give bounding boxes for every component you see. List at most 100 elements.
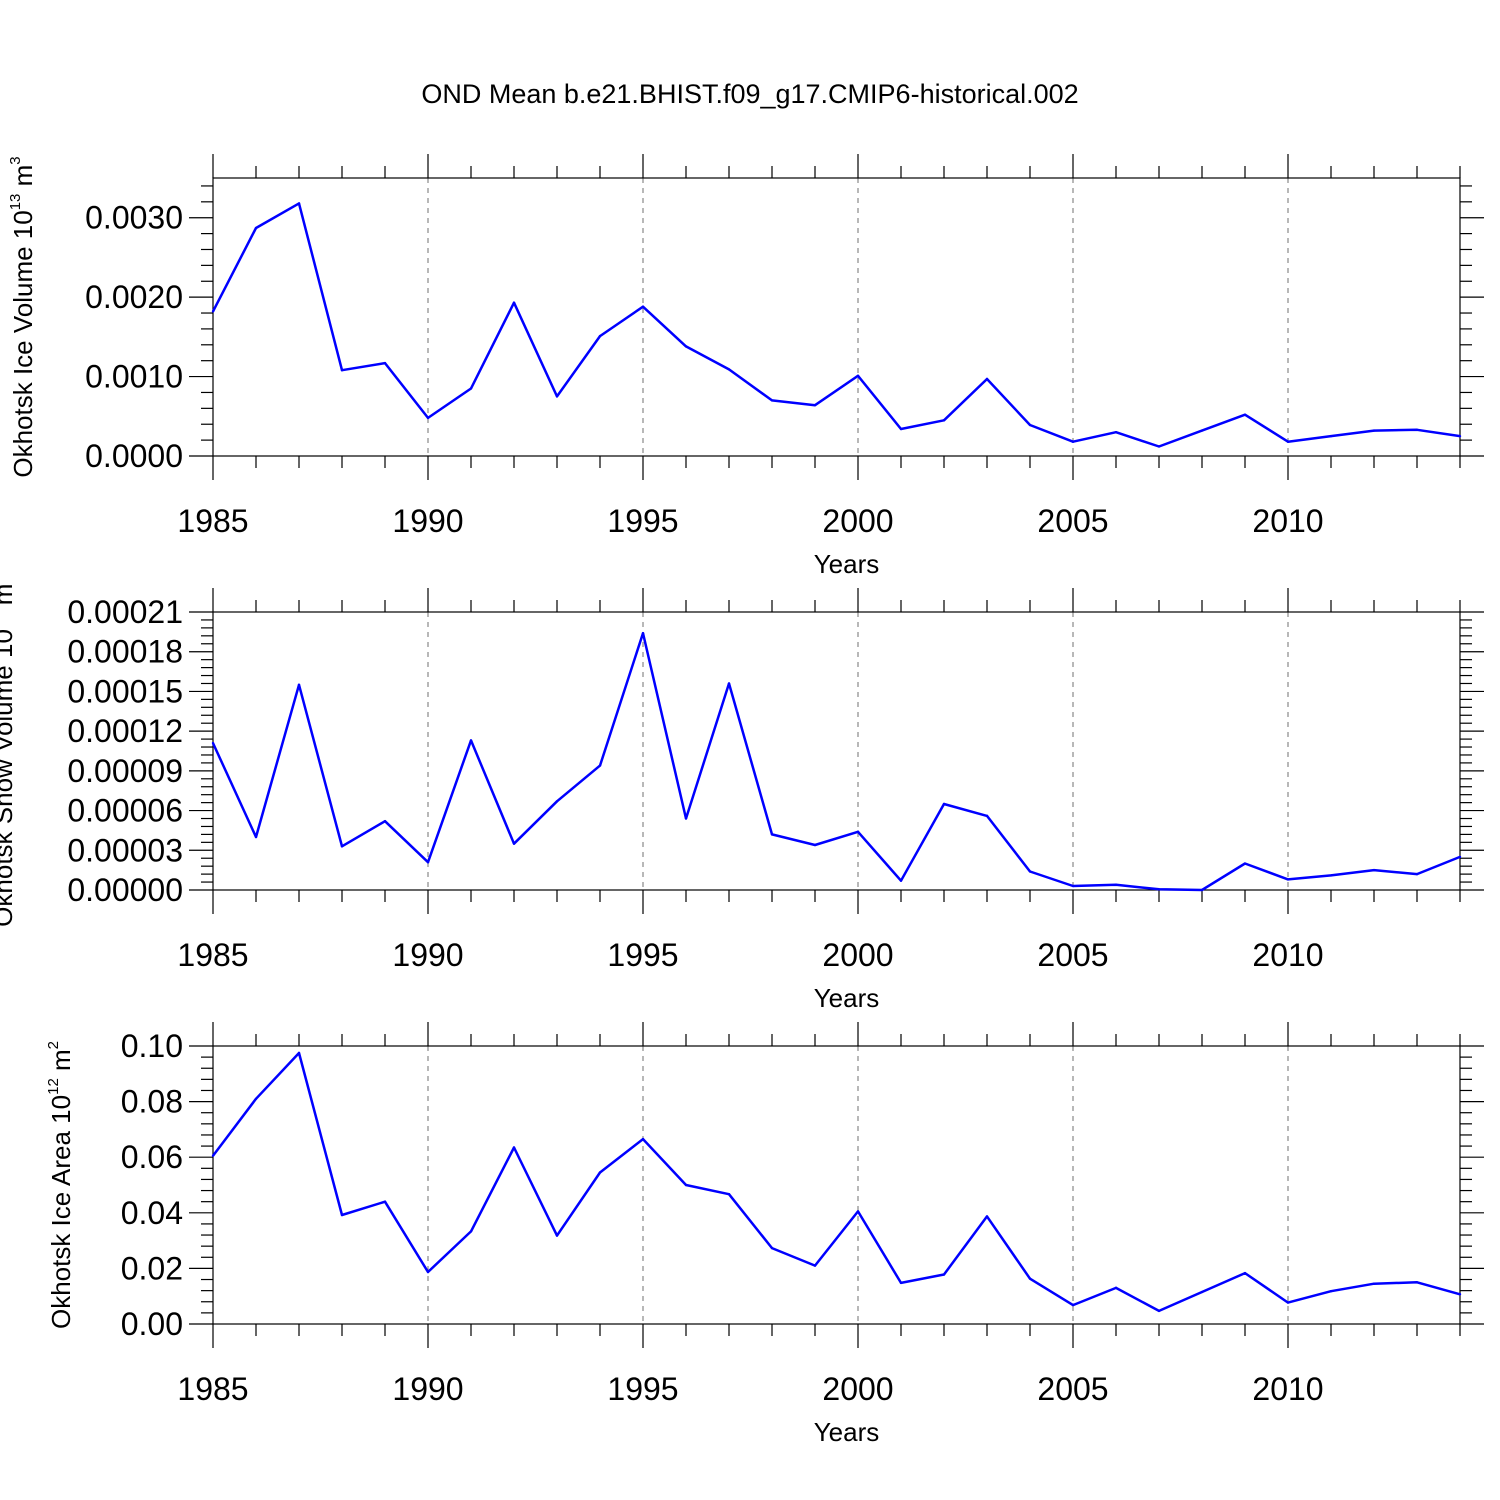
x-tick-label: 2000 (822, 1371, 893, 1407)
y-tick-label: 0.00006 (67, 793, 183, 829)
y-axis-title-main: Okhotsk Snow Volume 10 (0, 629, 18, 927)
data-point (942, 802, 946, 806)
y-tick-label: 0.06 (121, 1139, 183, 1175)
plot-frame (212, 1045, 1461, 1325)
data-point (512, 301, 516, 304)
data-point (856, 830, 860, 833)
data-point (297, 202, 301, 205)
data-point (254, 835, 258, 839)
data-point (383, 819, 387, 823)
data-point (555, 1234, 559, 1237)
x-tick-label: 2005 (1037, 503, 1108, 539)
data-point (1415, 872, 1419, 876)
data-point (1028, 870, 1032, 873)
plot-frame (212, 611, 1461, 891)
data-point (340, 1213, 344, 1217)
y-axis-title-unit-exp: 3 (7, 156, 24, 164)
data-point (813, 843, 817, 847)
data-point (512, 1146, 516, 1149)
data-point (684, 345, 688, 348)
data-point (985, 814, 989, 818)
y-axis-title-exp: 13 (0, 612, 4, 629)
panel-2: 1985 1990 1995 2000 2005 2010 Years 0.00000 0.00… (0, 575, 1484, 1013)
data-point (727, 1192, 731, 1196)
y-axis-title-unit: m (46, 1049, 76, 1078)
y-tick-label: 0.00000 (67, 872, 183, 908)
data-point (1028, 423, 1032, 427)
data-point (469, 739, 473, 742)
data-point (899, 879, 903, 882)
y-axis-title-main: Okhotsk Ice Area 10 (46, 1095, 76, 1329)
x-tick-label: 1985 (177, 1371, 248, 1407)
data-point (383, 361, 387, 365)
data-point (340, 369, 344, 372)
data-point (684, 1183, 688, 1187)
data-point (598, 1171, 602, 1174)
data-point (512, 842, 516, 845)
data-point (1243, 1271, 1247, 1275)
x-tick-label: 2005 (1037, 1371, 1108, 1407)
data-point (1200, 429, 1204, 432)
x-axis-title: Years (814, 1417, 880, 1447)
y-axis-title: Okhotsk Ice Area 1012 m2 (45, 1041, 76, 1329)
data-point (770, 1246, 774, 1250)
y-axis-title: Okhotsk Ice Volume 1013 m3 (7, 156, 38, 477)
data-point (1243, 413, 1247, 416)
x-tick-label: 2010 (1252, 937, 1323, 973)
y-tick-label: 0.10 (121, 1028, 183, 1064)
data-point (1329, 1289, 1333, 1293)
data-point (469, 387, 473, 390)
series-line (212, 1051, 1461, 1313)
data-point (555, 800, 559, 803)
data-point (770, 833, 774, 836)
y-tick-label: 0.00012 (67, 713, 183, 749)
data-point (1286, 878, 1290, 881)
x-tick-label: 1995 (607, 937, 678, 973)
data-point (1415, 1281, 1419, 1284)
y-axis-title-unit: m (0, 584, 18, 613)
panel-3: 1985 1990 1995 2000 2005 2010 Years 0.00 0.02 0.0… (45, 1022, 1484, 1447)
y-tick-label: 0.0010 (85, 359, 183, 395)
y-axis-title-main: Okhotsk Ice Volume 10 (8, 210, 38, 477)
data-point (727, 682, 731, 685)
data-point (1415, 428, 1419, 431)
data-point (1372, 429, 1376, 432)
x-tick-label: 2010 (1252, 503, 1323, 539)
data-point (1071, 884, 1075, 888)
data-point (340, 845, 344, 848)
data-point (727, 368, 731, 371)
y-tick-label: 0.02 (121, 1250, 183, 1286)
data-point (1157, 1309, 1161, 1313)
data-point (1071, 440, 1075, 443)
data-point (1114, 883, 1118, 886)
data-point (641, 1137, 645, 1141)
y-tick-label: 0.00009 (67, 753, 183, 789)
data-point (426, 861, 430, 864)
data-point (1286, 1301, 1290, 1304)
x-tick-label: 1995 (607, 503, 678, 539)
y-tick-label: 0.0020 (85, 279, 183, 315)
y-tick-label: 0.00003 (67, 832, 183, 868)
data-point (1028, 1277, 1032, 1280)
panel-1: 1985 1990 1995 2000 2005 2010 Years 0.0000 0.001… (7, 154, 1484, 579)
data-point (211, 1154, 215, 1158)
data-point (211, 310, 215, 313)
y-axis-title-unit-exp: 3 (0, 575, 4, 583)
data-point (383, 1200, 387, 1203)
y-tick-label: 0.00018 (67, 634, 183, 670)
x-tick-label: 2000 (822, 937, 893, 973)
data-point (426, 416, 430, 420)
data-point (254, 1097, 258, 1101)
x-tick-label: 1985 (177, 937, 248, 973)
series-line (211, 202, 1461, 448)
data-point (1329, 874, 1333, 877)
x-tick-label: 1985 (177, 503, 248, 539)
data-point (1200, 888, 1204, 892)
x-axis-title: Years (814, 983, 880, 1013)
x-tick-label: 1990 (392, 1371, 463, 1407)
data-point (1157, 445, 1161, 448)
y-tick-label: 0.0030 (85, 200, 183, 236)
data-point (813, 403, 817, 407)
y-axis-title: Okhotsk Snow Volume 1013 m3 (0, 575, 18, 927)
data-point (985, 1215, 989, 1218)
